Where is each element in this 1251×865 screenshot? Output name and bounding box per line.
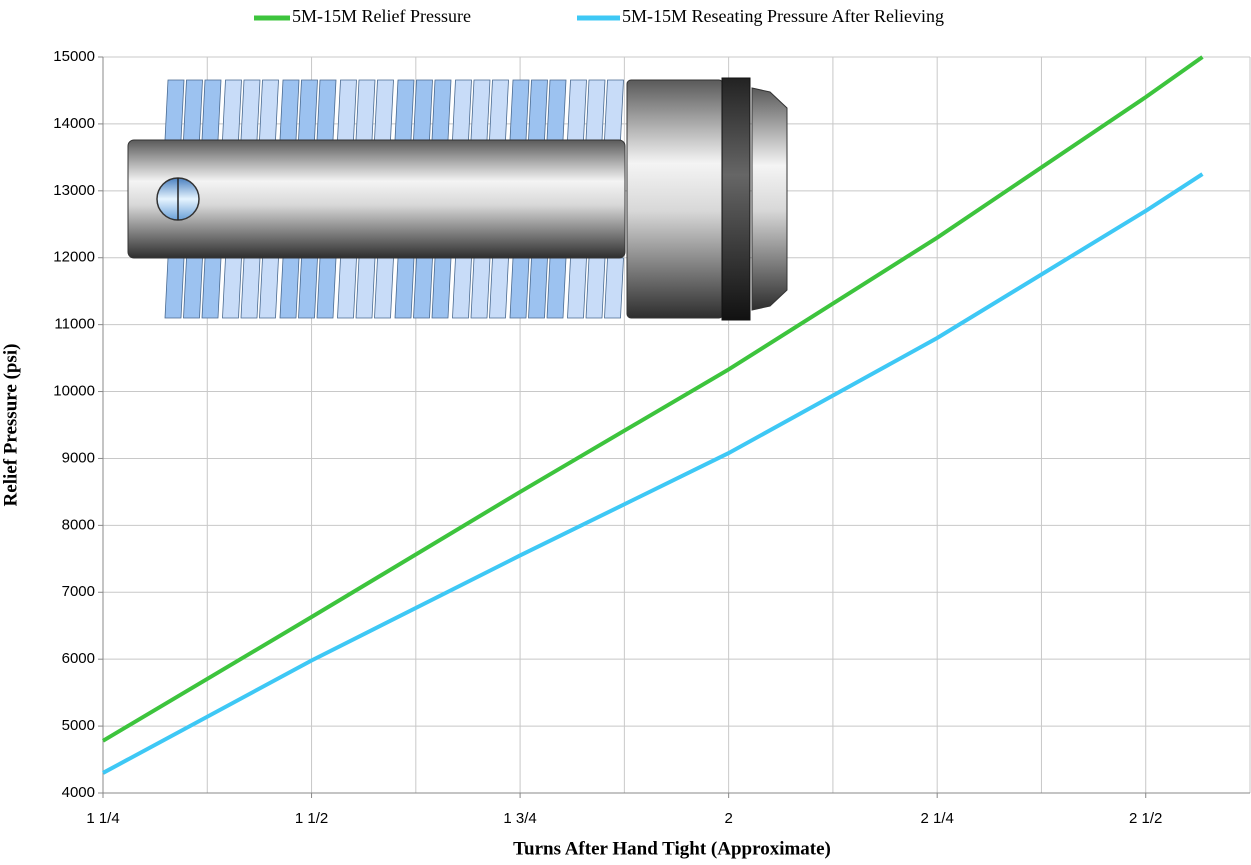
spring-disc (489, 257, 509, 319)
spring-disc (374, 257, 394, 319)
x-tick-label: 2 1/2 (1129, 810, 1162, 827)
spring-disc (279, 79, 300, 141)
spring-disc (298, 79, 318, 141)
x-tick-label: 1 3/4 (503, 810, 536, 827)
spring-disc (259, 79, 279, 141)
spring-disc (413, 257, 433, 319)
spring-disc (316, 79, 337, 141)
spring-disc (394, 79, 415, 141)
legend-label: 5M-15M Relief Pressure (292, 6, 471, 26)
spring-disc (201, 79, 222, 141)
series-line (102, 172, 1204, 775)
spring-disc (413, 79, 433, 141)
spring-disc (452, 79, 472, 141)
y-tick-label: 9000 (62, 449, 95, 466)
spring-disc (489, 79, 509, 141)
spring-disc (509, 79, 530, 141)
spring-disc (355, 79, 376, 141)
y-tick-label: 14000 (53, 115, 95, 132)
y-tick-label: 7000 (62, 583, 95, 600)
spring-disc (431, 257, 452, 319)
x-axis-label: Turns After Hand Tight (Approximate) (513, 838, 831, 859)
spring-disc (567, 79, 587, 141)
spring-disc (567, 257, 587, 319)
spring-disc (546, 257, 567, 319)
spring-disc (509, 257, 530, 319)
spring-disc (240, 257, 261, 319)
y-tick-label: 4000 (62, 784, 95, 801)
spring-disc (222, 257, 242, 319)
y-tick-label: 12000 (53, 249, 95, 266)
y-tick-label: 13000 (53, 182, 95, 199)
spring-disc (355, 257, 376, 319)
x-tick-label: 2 (724, 810, 732, 827)
spring-disc (164, 79, 185, 141)
spring-disc (201, 257, 222, 319)
spring-disc (374, 79, 394, 141)
spring-disc (337, 257, 357, 319)
spring-disc (470, 257, 491, 319)
valve-nut (751, 87, 788, 311)
valve-illustration (127, 77, 788, 321)
spring-disc (470, 79, 491, 141)
spring-disc (394, 257, 415, 319)
spring-disc (222, 79, 242, 141)
spring-disc (240, 79, 261, 141)
x-tick-label: 1 1/2 (295, 810, 328, 827)
spring-disc (279, 257, 300, 319)
x-tick-label: 2 1/4 (920, 810, 953, 827)
spring-disc (528, 79, 548, 141)
spring-disc (183, 257, 203, 319)
y-axis-label: Relief Pressure (psi) (0, 344, 21, 507)
spring-disc (298, 257, 318, 319)
spring-disc (452, 257, 472, 319)
y-tick-label: 10000 (53, 383, 95, 400)
spring-disc (585, 79, 606, 141)
spring-disc (585, 257, 606, 319)
spring-disc (431, 79, 452, 141)
x-tick-label: 1 1/4 (86, 810, 119, 827)
y-tick-label: 15000 (53, 48, 95, 65)
y-tick-label: 5000 (62, 717, 95, 734)
spring-disc (164, 257, 185, 319)
valve-cap (626, 79, 724, 319)
legend-label: 5M-15M Reseating Pressure After Relievin… (622, 6, 944, 26)
spring-disc (259, 257, 279, 319)
spring-disc (316, 257, 337, 319)
spring-disc (604, 79, 624, 141)
y-tick-label: 11000 (54, 316, 95, 333)
series-line (101, 55, 1204, 743)
spring-disc (604, 257, 624, 319)
spring-disc (183, 79, 203, 141)
y-tick-label: 6000 (62, 650, 95, 667)
y-tick-label: 8000 (62, 516, 95, 533)
spring-disc (546, 79, 567, 141)
spring-disc (528, 257, 548, 319)
spring-disc (337, 79, 357, 141)
valve-shaft (127, 139, 626, 259)
valve-ring (721, 77, 751, 321)
